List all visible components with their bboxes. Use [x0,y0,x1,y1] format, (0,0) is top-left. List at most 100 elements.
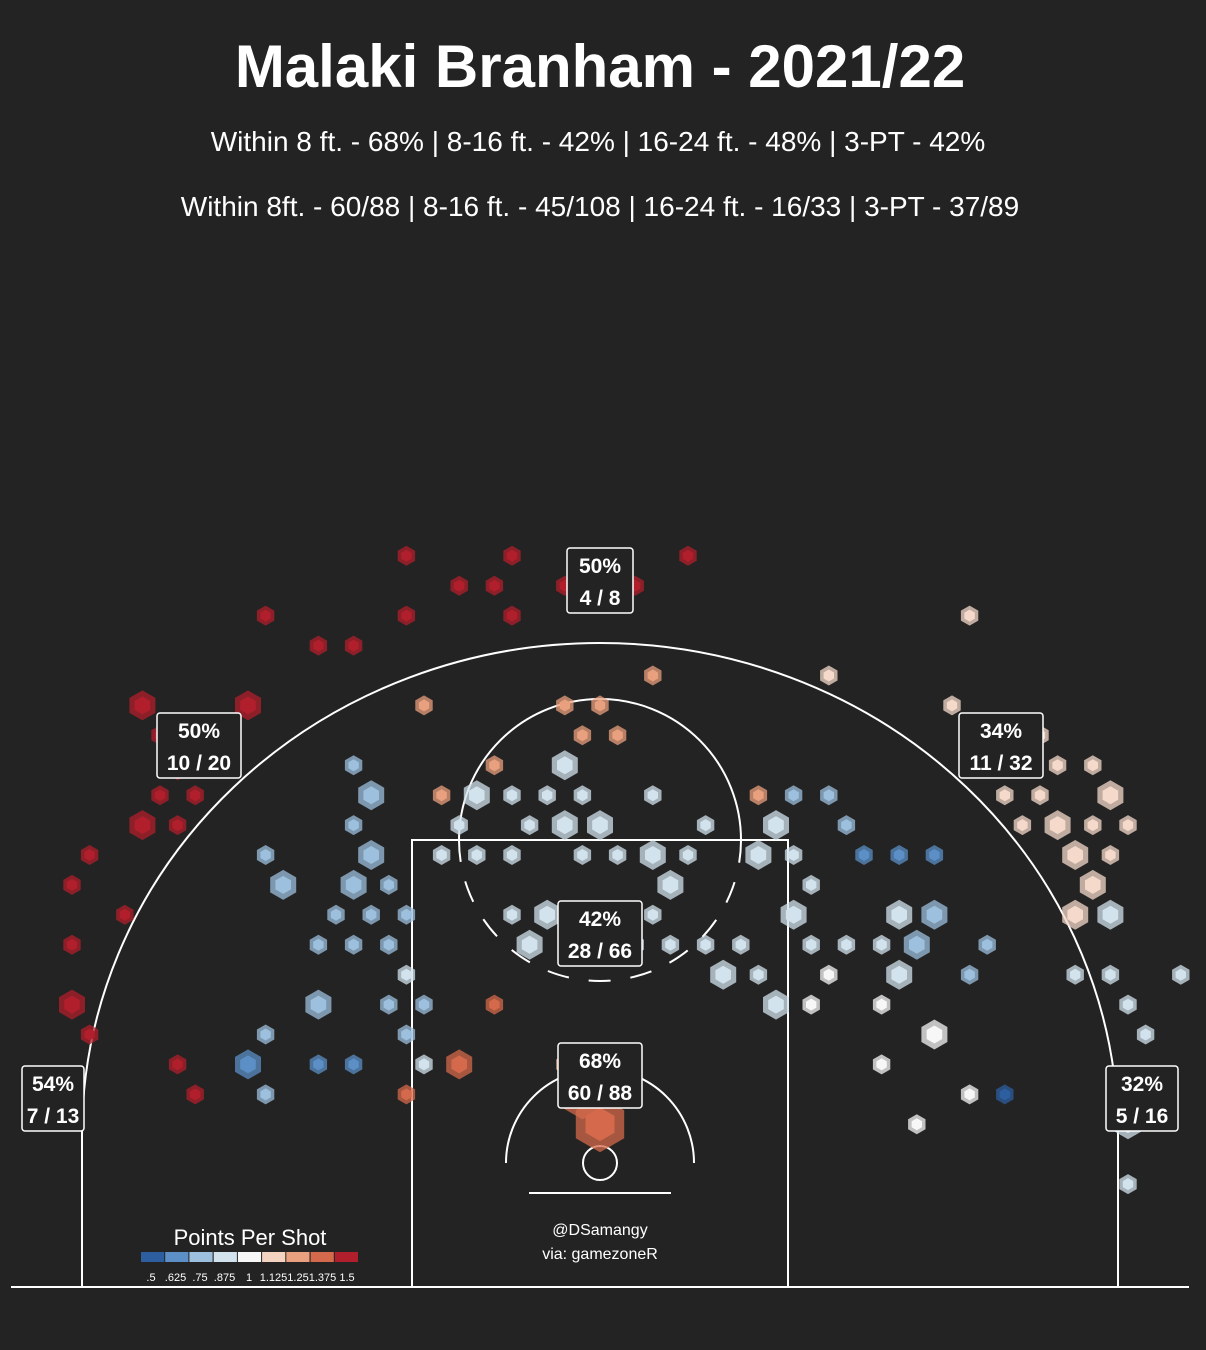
shot-hex [763,989,789,1020]
shot-hex [503,605,521,626]
shot-hex-inner [577,849,588,861]
shot-hex [270,869,297,900]
shot-hex [784,785,803,806]
zone-label-restricted-area: 68% 60 / 88 [557,1042,643,1109]
shot-hex [235,1049,261,1080]
shot-hex [551,750,578,781]
shot-hex [256,1084,275,1105]
shot-hex-inner [383,938,394,951]
zone-made-attempted: 4 / 8 [580,587,621,610]
shot-hex-inner [1085,875,1101,894]
shot-hex-inner [260,849,271,861]
zone-label-box [21,1065,85,1132]
legend-tick-label: 1.375 [309,1272,337,1284]
shot-hex [503,785,521,806]
shot-hex-inner [401,1088,412,1101]
shot-hex-inner [768,816,784,835]
legend-tick-label: 1.125 [260,1272,288,1284]
shot-hex [358,840,385,870]
shot-hex [1172,964,1190,985]
legend-title: Points Per Shot [174,1225,327,1250]
shot-hex-inner [585,1107,615,1142]
shot-hex-inner [700,819,711,832]
zone-made-attempted: 10 / 20 [167,752,231,775]
legend-swatch [189,1252,213,1262]
shot-hex-inner [1105,968,1116,981]
shot-hex [432,785,451,806]
shot-hex [696,934,715,955]
zone-pct: 42% [579,908,621,931]
shot-hex [450,815,468,836]
shot-hex-inner [524,819,535,832]
shot-hex [960,964,979,985]
shot-hex [996,785,1014,806]
shot-hex [151,785,169,806]
shot-hex-inner [753,789,764,802]
shot-hex [397,545,416,566]
legend-tick-label: .5 [146,1272,155,1284]
legend-swatch [213,1252,237,1262]
shot-hex-inner [240,696,256,715]
shot-hex-inner [557,816,573,835]
zone-label-box [557,1042,643,1109]
shot-hex [463,780,490,811]
shot-hex [657,869,684,900]
shot-hex [960,1084,979,1105]
legend-tick-label: 1.25 [287,1272,308,1284]
shot-hex [639,840,666,870]
shot-hex [186,1084,204,1105]
shot-hex [644,904,662,925]
shot-hex-inner [788,789,799,802]
shot-hex-inner [665,938,676,951]
shot-hex-inner [418,1058,430,1071]
shot-hex [820,785,838,806]
shot-hex-inner [682,849,694,861]
shot-hex [855,845,873,865]
zone-label-box [557,900,643,967]
shot-hex-inner [454,819,465,832]
zone-pct: 34% [980,720,1022,743]
legend: Points Per Shot .5.625.75.875 1 1.125 1.25 1… [141,1225,358,1284]
shot-hex-inner [489,579,500,592]
shot-hex-inner [489,998,500,1011]
shot-hex-inner [313,1058,324,1071]
shot-hex [256,605,275,626]
zone-pct: 50% [178,720,220,743]
shot-hex [432,845,451,865]
shot-hex [1136,1024,1155,1045]
shot-hex [872,934,891,955]
shot-hex-inner [926,905,943,924]
shot-hex-inner [506,609,518,622]
shot-hex [344,815,363,836]
shot-hex-inner [383,998,394,1011]
shot-hex [446,1049,473,1080]
shot-hex-inner [489,759,500,772]
shot-hex [763,810,789,841]
shot-hex-inner [401,549,412,562]
shot-hex [710,959,737,990]
shot-hex-inner [647,789,658,802]
zone-label-top-three: 50% 4 / 8 [566,547,634,614]
shot-hex-inner [645,846,661,864]
shot-hex [1084,815,1102,836]
shot-hex [1048,755,1067,776]
shot-hex [485,575,504,596]
shot-hex-inner [345,875,362,894]
shot-hex-inner [172,1058,183,1071]
shot-hex-inner [401,609,412,622]
shot-hex-inner [506,789,518,802]
shot-hex-inner [506,549,518,562]
shot-hex-inner [768,995,784,1014]
shot-hex-inner [1017,819,1028,832]
zone-label-box [958,712,1044,779]
shot-hex [344,934,363,955]
shot-hex [872,1054,891,1075]
shot-hex-inner [841,938,852,951]
zone-pct: 54% [32,1073,74,1096]
free-throw-circle-bottom [458,839,742,982]
shot-hex [591,695,609,716]
shot-hex [344,635,363,656]
shot-hex-inner [926,1025,943,1044]
shot-hex [450,575,468,596]
